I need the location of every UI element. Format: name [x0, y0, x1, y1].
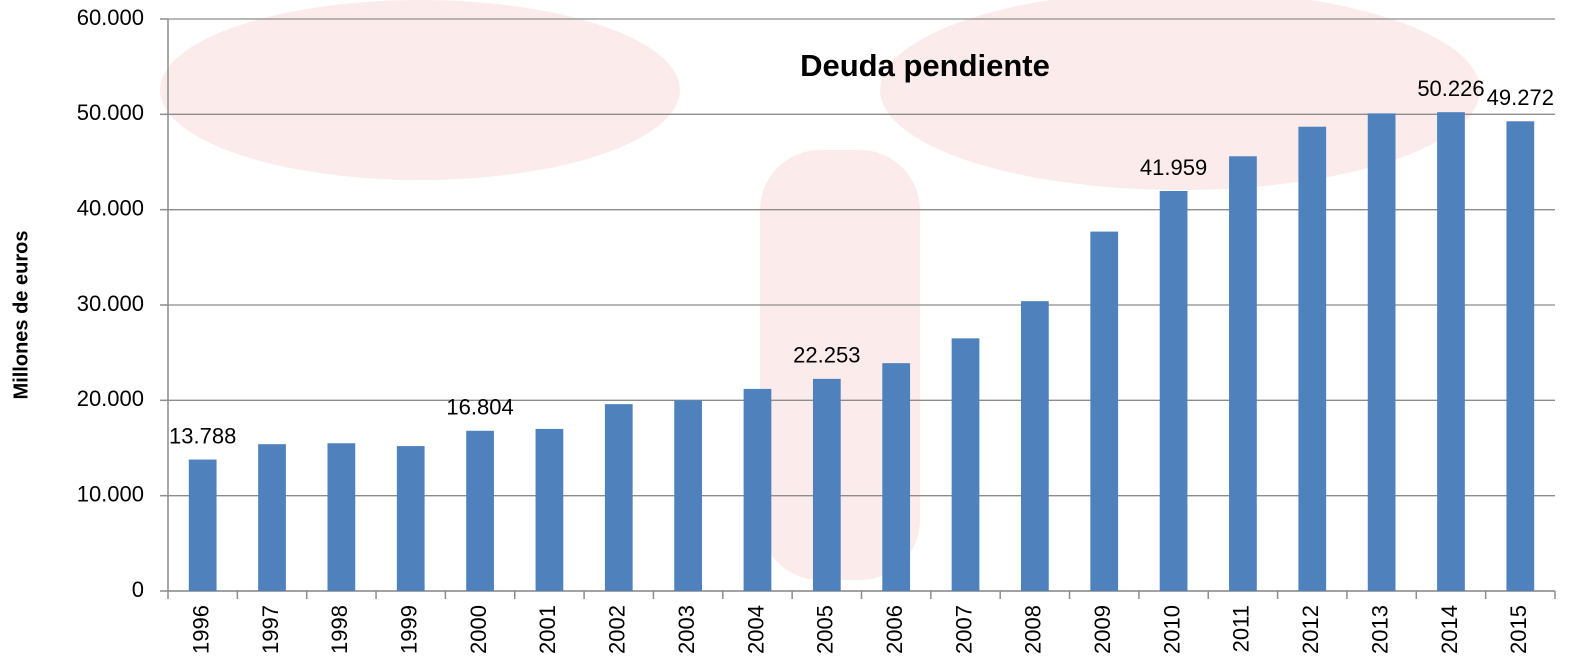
- bar: [1229, 156, 1257, 591]
- x-tick-label: 2001: [535, 605, 560, 654]
- x-tick-label: 2003: [674, 605, 699, 654]
- data-label: 16.804: [446, 395, 513, 420]
- bar: [1021, 301, 1049, 591]
- y-tick-label: 40.000: [77, 195, 144, 220]
- data-label: 41.959: [1140, 155, 1207, 180]
- x-tick-label: 1996: [188, 605, 213, 654]
- bar: [1298, 127, 1326, 591]
- x-tick-label: 2008: [1021, 605, 1046, 654]
- x-tick-label: 2004: [743, 605, 768, 654]
- y-tick-label: 60.000: [77, 5, 144, 30]
- x-tick-label: 1998: [327, 605, 352, 654]
- x-tick-label: 2009: [1090, 605, 1115, 654]
- bar: [1506, 121, 1534, 591]
- x-tick-label: 2005: [813, 605, 838, 654]
- bar: [1437, 112, 1465, 591]
- x-tick-label: 1997: [258, 605, 283, 654]
- x-tick-label: 2000: [466, 605, 491, 654]
- bar: [882, 363, 910, 591]
- data-label: 13.788: [169, 423, 236, 448]
- data-label: 22.253: [793, 343, 860, 368]
- bar: [258, 444, 286, 591]
- bar: [328, 443, 356, 591]
- chart-title: Deuda pendiente: [800, 48, 1050, 83]
- data-label: 50.226: [1417, 76, 1484, 101]
- y-tick-label: 30.000: [77, 291, 144, 316]
- x-tick-label: 2010: [1159, 605, 1184, 654]
- x-tick-label: 2007: [951, 605, 976, 654]
- x-tick-label: 2011: [1229, 605, 1254, 652]
- x-tick-label: 2013: [1367, 605, 1392, 654]
- chart: Deuda pendiente Millones de euros 0 10.00…: [0, 0, 1583, 670]
- y-tick-label: 20.000: [77, 386, 144, 411]
- y-tick-label: 0: [132, 577, 144, 602]
- bar: [397, 446, 425, 591]
- x-tick-label: 2012: [1298, 605, 1323, 654]
- bar: [1160, 191, 1188, 591]
- x-tick-label: 2014: [1437, 605, 1462, 654]
- bar: [536, 429, 564, 591]
- bar: [813, 379, 841, 591]
- y-tick-label: 10.000: [77, 481, 144, 506]
- bar: [952, 338, 980, 591]
- bar: [744, 389, 772, 591]
- bar: [674, 400, 702, 591]
- x-tick-label: 2006: [882, 605, 907, 654]
- y-axis-title: Millones de euros: [10, 231, 32, 400]
- bar: [189, 460, 217, 591]
- x-tick-label: 1999: [397, 605, 422, 654]
- bar: [605, 404, 633, 591]
- bar: [1368, 113, 1396, 591]
- x-tick-label: 2015: [1506, 605, 1531, 654]
- bar: [466, 431, 494, 591]
- data-label: 49.272: [1487, 85, 1554, 110]
- x-tick-label: 2002: [605, 605, 630, 654]
- y-tick-label: 50.000: [77, 100, 144, 125]
- bar: [1090, 232, 1118, 591]
